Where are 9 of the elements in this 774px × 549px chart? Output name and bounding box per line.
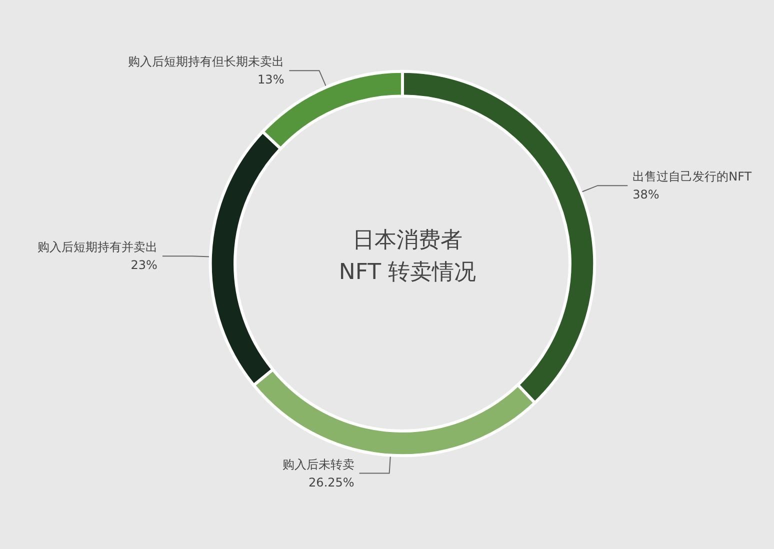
- data-label: 23%: [130, 258, 158, 272]
- slice-label: 购入后短期持有但长期未卖出: [128, 54, 284, 69]
- slice-label: 购入后未转卖: [282, 457, 354, 472]
- slice-label: 出售过自己发行的NFT: [632, 170, 752, 184]
- data-label: 26.25%: [308, 475, 354, 490]
- data-label: 13%: [258, 72, 284, 87]
- slice-label: 购入后短期持有并卖出: [37, 240, 158, 254]
- data-label: 38%: [632, 188, 660, 202]
- text: 日本消费者 NFT 转卖情况: [338, 228, 476, 286]
